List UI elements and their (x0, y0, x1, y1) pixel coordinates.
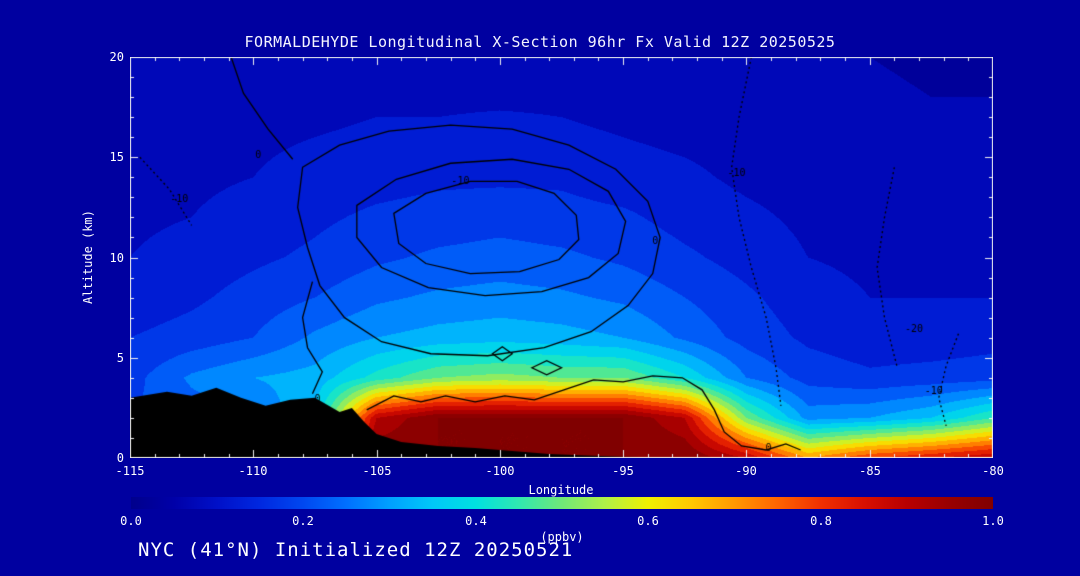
y-tick-10: 10 (109, 251, 124, 265)
y-tick-15: 15 (109, 150, 124, 164)
x-tick-90: -90 (735, 464, 757, 478)
colorbar-tick-0.8: 0.8 (810, 514, 832, 528)
y-tick-0: 0 (116, 451, 124, 465)
chart-title: FORMALDEHYDE Longitudinal X-Section 96hr… (244, 33, 836, 51)
colorbar-tick-0.2: 0.2 (292, 514, 314, 528)
colorbar-tick-0.0: 0.0 (120, 514, 142, 528)
colorbar-units-label: (ppbv) (540, 530, 584, 544)
x-tick-115: -115 (115, 464, 145, 478)
colorbar-tick-0.4: 0.4 (465, 514, 487, 528)
x-tick-95: -95 (612, 464, 634, 478)
x-tick-110: -110 (238, 464, 268, 478)
colorbar-tick-1.0: 1.0 (982, 514, 1004, 528)
x-tick-100: -100 (485, 464, 515, 478)
contour-plot-canvas (130, 57, 993, 458)
x-tick-85: -85 (859, 464, 881, 478)
y-tick-20: 20 (109, 50, 124, 64)
colorbar-tick-0.6: 0.6 (637, 514, 659, 528)
y-tick-5: 5 (116, 351, 124, 365)
x-tick-80: -80 (982, 464, 1004, 478)
x-tick-105: -105 (362, 464, 392, 478)
run-info-label: NYC (41°N) Initialized 12Z 20250521 (138, 539, 574, 561)
plot-area (130, 57, 993, 458)
x-axis-label: Longitude (528, 483, 594, 497)
colorbar (131, 497, 993, 509)
